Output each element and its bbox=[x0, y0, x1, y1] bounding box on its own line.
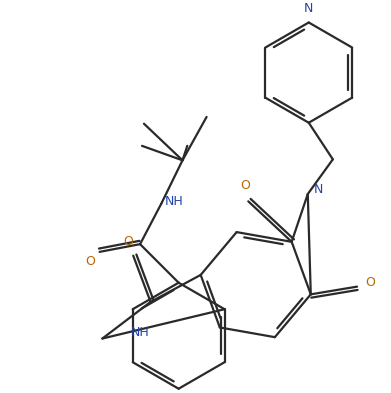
Text: NH: NH bbox=[130, 326, 149, 339]
Text: O: O bbox=[85, 255, 95, 268]
Text: O: O bbox=[124, 235, 133, 248]
Text: NH: NH bbox=[165, 195, 184, 208]
Text: N: N bbox=[304, 2, 314, 15]
Text: O: O bbox=[365, 276, 375, 289]
Text: O: O bbox=[240, 179, 250, 192]
Text: N: N bbox=[314, 183, 323, 196]
